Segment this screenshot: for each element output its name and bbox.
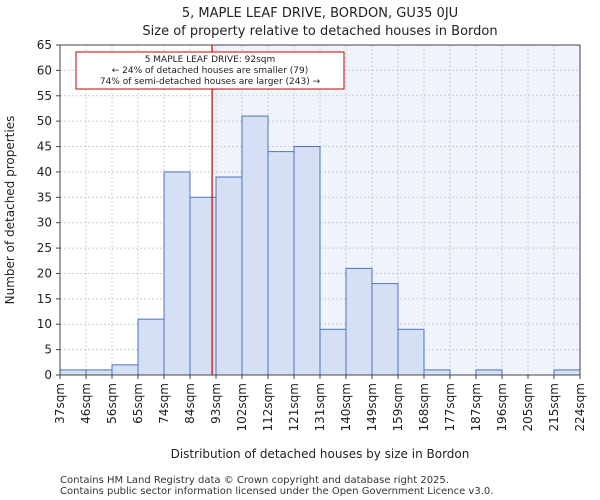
x-tick-label: 196sqm: [495, 383, 509, 431]
x-tick-label: 205sqm: [521, 383, 535, 431]
y-tick-label: 35: [37, 190, 52, 204]
y-axis-title: Number of detached properties: [3, 116, 17, 305]
x-tick-label: 131sqm: [313, 383, 327, 431]
bar: [59, 369, 87, 376]
bar: [319, 328, 347, 376]
y-tick-label: 65: [37, 38, 52, 52]
x-tick-label: 121sqm: [287, 383, 301, 431]
x-tick-label: 37sqm: [53, 383, 67, 424]
annotation-frame: [75, 51, 345, 90]
footer-line-2: Contains public sector information licen…: [60, 486, 493, 497]
y-tick-label: 10: [37, 317, 52, 331]
bar: [553, 369, 581, 376]
chart-title: 5, MAPLE LEAF DRIVE, BORDON, GU35 0JU: [182, 6, 458, 21]
y-tick-label: 30: [37, 216, 52, 230]
x-tick-label: 112sqm: [261, 383, 275, 431]
y-tick-label: 15: [37, 292, 52, 306]
y-tick-label: 0: [44, 368, 52, 382]
x-tick-label: 159sqm: [391, 383, 405, 431]
bar: [137, 318, 165, 376]
x-tick-label: 224sqm: [573, 383, 587, 431]
annotation-line-1: 5 MAPLE LEAF DRIVE: 92sqm: [145, 55, 276, 65]
x-axis-title: Distribution of detached houses by size …: [171, 447, 470, 461]
y-tick-label: 55: [37, 89, 52, 103]
bar: [423, 369, 451, 376]
bar: [241, 115, 269, 376]
bar: [85, 369, 113, 376]
x-tick-label: 56sqm: [105, 383, 119, 424]
chart-subtitle: Size of property relative to detached ho…: [142, 24, 497, 39]
x-tick-label: 74sqm: [157, 383, 171, 424]
y-tick-label: 40: [37, 165, 52, 179]
y-tick-label: 60: [37, 63, 52, 77]
y-tick-label: 50: [37, 114, 52, 128]
x-tick-label: 93sqm: [209, 383, 223, 424]
bar: [293, 146, 321, 376]
bar: [397, 328, 425, 376]
bar: [345, 267, 373, 376]
annotation-line-2: ← 24% of detached houses are smaller (79…: [112, 66, 309, 76]
footer-line-1: Contains HM Land Registry data © Crown c…: [60, 475, 449, 486]
bar: [163, 171, 191, 376]
x-tick-label: 168sqm: [417, 383, 431, 431]
annotation-box: 5 MAPLE LEAF DRIVE: 92sqm ← 24% of detac…: [75, 51, 345, 90]
x-tick-label: 140sqm: [339, 383, 353, 431]
bar: [371, 283, 399, 376]
bar: [111, 364, 139, 376]
x-tick-label: 102sqm: [235, 383, 249, 431]
bar: [267, 151, 295, 376]
x-tick-label: 84sqm: [183, 383, 197, 424]
x-tick-label: 177sqm: [443, 383, 457, 431]
x-tick-label: 46sqm: [79, 383, 93, 424]
x-tick-label: 65sqm: [131, 383, 145, 424]
x-tick-label: 215sqm: [547, 383, 561, 431]
bar: [475, 369, 503, 376]
x-tick-labels: 37sqm 46sqm 56sqm 65sqm 74sqm 84sqm 93sqm 102sq…: [53, 375, 587, 431]
bar: [215, 176, 243, 376]
y-tick-label: 5: [44, 343, 52, 357]
x-tick-label: 149sqm: [365, 383, 379, 431]
x-tick-label: 187sqm: [469, 383, 483, 431]
annotation-line-3: 74% of semi-detached houses are larger (…: [100, 77, 321, 87]
y-tick-labels: 0 5 10 15 20 25 30 35 40 45 50 55 60 65: [37, 38, 60, 382]
y-tick-label: 25: [37, 241, 52, 255]
y-tick-label: 45: [37, 140, 52, 154]
y-tick-label: 20: [37, 266, 52, 280]
